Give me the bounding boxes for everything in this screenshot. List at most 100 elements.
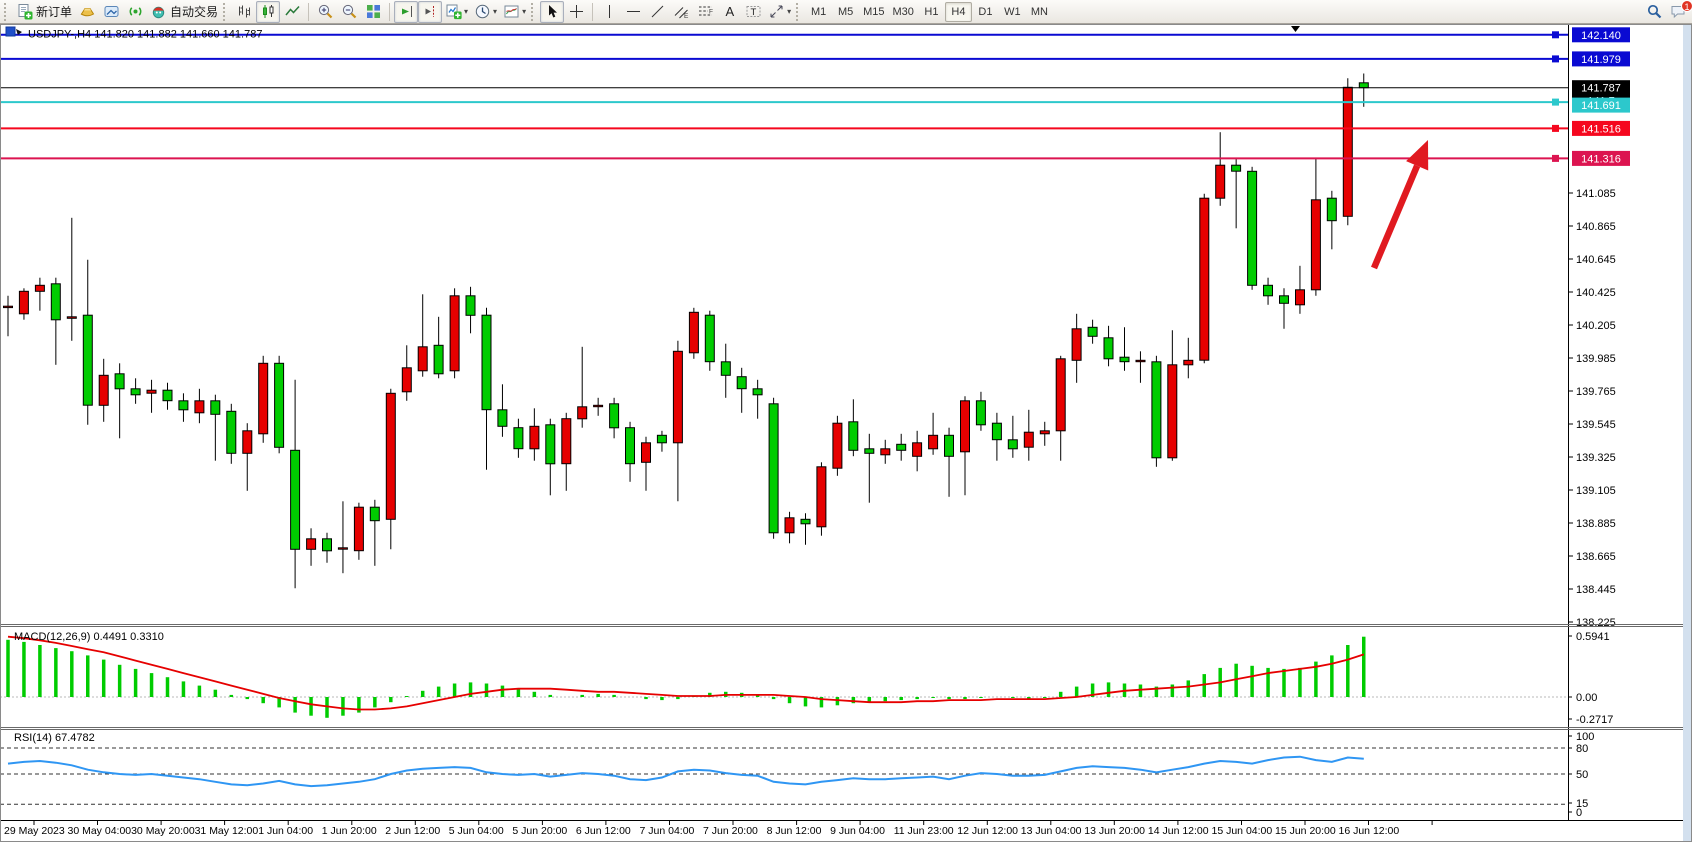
periods-list-button[interactable]: ▾ bbox=[471, 1, 500, 23]
fibo-icon: F bbox=[697, 3, 714, 20]
chart-candlesticks-button[interactable] bbox=[256, 0, 281, 23]
price-tick-label: 140.865 bbox=[1576, 221, 1616, 233]
time-tick-label: 7 Jun 04:00 bbox=[640, 825, 695, 837]
timeframe-m5-button[interactable]: M5 bbox=[837, 5, 854, 18]
time-tick-label: 12 Jun 12:00 bbox=[957, 825, 1018, 837]
channel-icon: E bbox=[673, 3, 690, 20]
price-tick-label: 138.885 bbox=[1576, 518, 1616, 530]
toolbar-separator bbox=[308, 2, 310, 21]
text-button[interactable]: A bbox=[717, 1, 741, 23]
mql-market-button[interactable] bbox=[75, 1, 99, 23]
trend-icon bbox=[649, 3, 666, 20]
line-anchor-marker[interactable] bbox=[1552, 55, 1559, 63]
time-tick-label: 13 Jun 04:00 bbox=[1021, 825, 1082, 837]
arrows-shapes-button[interactable]: ▾ bbox=[765, 1, 794, 23]
time-axis[interactable]: 29 May 2023 30 May 04:00 30 May 20:00 31 Ma… bbox=[0, 820, 1692, 838]
fibonacci-retracement-button[interactable]: F bbox=[693, 1, 717, 23]
chart-bars-button[interactable] bbox=[232, 1, 256, 23]
chart-background[interactable] bbox=[0, 24, 1692, 842]
auto-trading-button[interactable]: 自动交易 bbox=[147, 1, 221, 23]
line-anchor-marker[interactable] bbox=[1552, 98, 1559, 106]
time-tick-label: 8 Jun 12:00 bbox=[767, 825, 822, 837]
rsi-axis-label: 80 bbox=[1576, 743, 1588, 755]
symbol-flag-icon bbox=[5, 26, 16, 37]
indicators-icon bbox=[445, 3, 462, 20]
publish-icon bbox=[103, 3, 120, 20]
line-anchor-marker[interactable] bbox=[1552, 154, 1559, 162]
dropdown-arrow-icon: ▾ bbox=[522, 7, 527, 16]
indicators-list-button[interactable]: ▾ bbox=[442, 1, 471, 23]
vline-icon bbox=[601, 3, 618, 20]
chat-button[interactable]: 1 bbox=[1666, 0, 1692, 23]
signals-button[interactable] bbox=[123, 1, 147, 23]
cursor-button[interactable] bbox=[540, 0, 565, 23]
svg-text:F: F bbox=[709, 9, 713, 16]
texta-icon: A bbox=[721, 3, 738, 20]
window-edge-strip bbox=[1683, 25, 1692, 841]
toolbar-separator bbox=[389, 2, 391, 21]
zoom-out-button[interactable] bbox=[337, 1, 361, 23]
time-tick-label: 2 Jun 12:00 bbox=[385, 825, 440, 837]
zoom-in-button[interactable] bbox=[313, 1, 337, 23]
toolbar-gripper bbox=[4, 2, 9, 21]
trendline-button[interactable] bbox=[645, 1, 669, 23]
price-tick-label: 141.085 bbox=[1576, 188, 1616, 200]
price-tick-label: 140.425 bbox=[1576, 287, 1616, 299]
timeframe-d1-button[interactable]: D1 bbox=[978, 5, 993, 18]
new-order-button[interactable]: 新订单 bbox=[13, 1, 75, 23]
timeframe-h4-button[interactable]: H4 bbox=[944, 1, 972, 22]
auto-trading-label: 自动交易 bbox=[170, 5, 219, 19]
timeframe-m1-button[interactable]: M1 bbox=[810, 5, 827, 18]
text-label-button[interactable]: T bbox=[741, 1, 765, 23]
chart-line-button[interactable] bbox=[280, 1, 304, 23]
rsi-axis-label: 100 bbox=[1576, 731, 1594, 743]
time-tick-label: 31 May 12:00 bbox=[195, 825, 259, 837]
vertical-line-button[interactable] bbox=[597, 1, 621, 23]
horizontal-line-button[interactable] bbox=[621, 1, 645, 23]
price-tick-label: 138.225 bbox=[1576, 617, 1616, 629]
price-tick-label: 140.205 bbox=[1576, 320, 1616, 332]
toolbar-separator bbox=[592, 2, 594, 21]
templates-button[interactable]: ▾ bbox=[500, 1, 529, 23]
zoomin-icon bbox=[317, 3, 334, 20]
auto-scroll-button[interactable] bbox=[394, 0, 419, 23]
chart-shift-button[interactable] bbox=[418, 0, 443, 23]
line-anchor-marker[interactable] bbox=[1552, 31, 1559, 39]
chart-shift-marker[interactable] bbox=[1291, 26, 1300, 32]
time-tick-label: 14 Jun 12:00 bbox=[1148, 825, 1209, 837]
macd-panel: MACD(12,26,9) 0.4491 0.3310 0.5941 0.00 -0.… bbox=[0, 631, 1613, 726]
line-anchor-marker[interactable] bbox=[1552, 124, 1559, 132]
toolbar-gripper bbox=[223, 2, 228, 21]
publish-chart-button[interactable] bbox=[99, 1, 123, 23]
macd-signal-line bbox=[7, 635, 1365, 711]
tile-windows-button[interactable] bbox=[361, 1, 385, 23]
macd-axis-label: -0.2717 bbox=[1576, 714, 1613, 726]
price-tick-label: 139.765 bbox=[1576, 386, 1616, 398]
timeframe-mn-button[interactable]: MN bbox=[1030, 5, 1048, 18]
equidistant-channel-button[interactable]: E bbox=[669, 1, 693, 23]
time-tick-label: 15 Jun 04:00 bbox=[1212, 825, 1273, 837]
crosshair-button[interactable] bbox=[564, 1, 588, 23]
panel-separators[interactable] bbox=[0, 624, 1692, 730]
symbol-flag-arrow-icon bbox=[16, 29, 22, 35]
toolbar-gripper bbox=[531, 2, 536, 21]
timeframe-w1-button[interactable]: W1 bbox=[1004, 5, 1021, 18]
price-tick-label: 139.105 bbox=[1576, 485, 1616, 497]
macd-axis-label: 0.5941 bbox=[1576, 631, 1610, 643]
price-level-label: 141.316 bbox=[1581, 153, 1621, 165]
rsi-axis-label: 15 bbox=[1576, 798, 1588, 810]
annotation-arrow[interactable] bbox=[1371, 140, 1429, 270]
time-tick-label: 7 Jun 20:00 bbox=[703, 825, 758, 837]
chart-window[interactable]: USDJPY-,H4 141.820 141.882 141.660 141.7… bbox=[0, 24, 1692, 842]
neworder-icon bbox=[16, 3, 33, 20]
chart-title: USDJPY-,H4 141.820 141.882 141.660 141.7… bbox=[28, 29, 262, 41]
timeframe-m15-button[interactable]: M15 bbox=[863, 5, 885, 18]
svg-text:E: E bbox=[684, 13, 689, 20]
timeframe-m30-button[interactable]: M30 bbox=[892, 5, 914, 18]
search-button[interactable] bbox=[1642, 1, 1666, 23]
horizontal-lines-layer[interactable] bbox=[0, 31, 1568, 162]
time-tick-label: 30 May 04:00 bbox=[68, 825, 132, 837]
price-level-label: 141.516 bbox=[1581, 123, 1621, 135]
timeframe-h1-button[interactable]: H1 bbox=[924, 5, 939, 18]
search-icon bbox=[1646, 3, 1663, 20]
